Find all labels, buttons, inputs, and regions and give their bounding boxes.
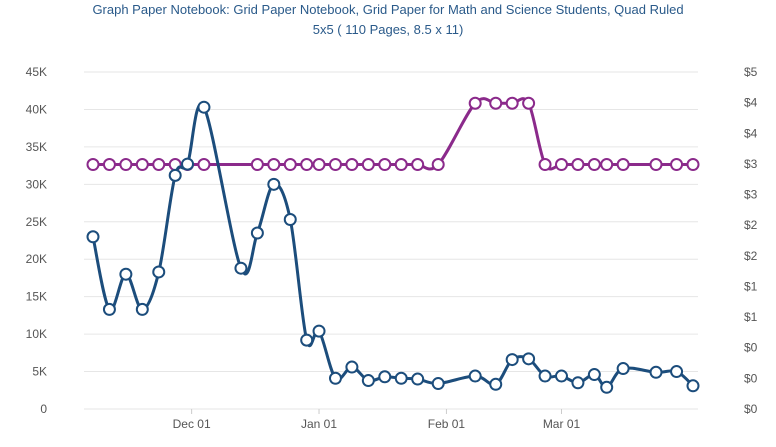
rank-point <box>670 365 684 379</box>
y-left-tick-label: 5K <box>32 365 47 379</box>
rank-point <box>489 377 503 391</box>
rank-point <box>197 100 211 114</box>
rank-point <box>554 369 568 383</box>
price-point <box>649 158 663 172</box>
rank-point <box>181 157 195 171</box>
y-left-tick-label: 10K <box>26 327 47 341</box>
price-point <box>505 96 519 110</box>
price-point <box>411 158 425 172</box>
rank-point <box>538 369 552 383</box>
price-point <box>328 158 342 172</box>
y-left-tick-label: 45K <box>26 65 47 79</box>
x-tick-label: Dec 01 <box>173 417 211 431</box>
y-right-tick-label: $4 <box>744 96 758 110</box>
rank-point <box>522 352 536 366</box>
price-point <box>431 158 445 172</box>
y-right-tick-label: $0 <box>744 341 758 355</box>
rank-point <box>411 372 425 386</box>
y-right-tick-label: $2 <box>744 218 758 232</box>
rank-point <box>600 380 614 394</box>
price-point <box>554 158 568 172</box>
rank-point <box>686 379 700 393</box>
x-tick-label: Mar 01 <box>543 417 581 431</box>
y-left-tick-label: 15K <box>26 290 47 304</box>
price-point <box>670 158 684 172</box>
price-point <box>616 158 630 172</box>
price-point <box>250 158 264 172</box>
y-left-tick-label: 30K <box>26 177 47 191</box>
price-point <box>468 96 482 110</box>
price-point <box>312 158 326 172</box>
y-left-tick-label: 40K <box>26 102 47 116</box>
price-point <box>152 158 166 172</box>
price-point <box>394 158 408 172</box>
rank-point <box>378 370 392 384</box>
y-right-tick-label: $1 <box>744 279 758 293</box>
rank-point <box>250 226 264 240</box>
price-point <box>686 158 700 172</box>
y-right-tick-label: $1 <box>744 310 758 324</box>
price-point <box>300 158 314 172</box>
y-left-tick-label: 20K <box>26 252 47 266</box>
rank-point <box>312 324 326 338</box>
rank-point <box>394 371 408 385</box>
y-left-tick-label: 0 <box>40 402 47 416</box>
price-point <box>538 158 552 172</box>
y-left-tick-label: 25K <box>26 215 47 229</box>
rank-point <box>267 177 281 191</box>
chart-title-line-2: 5x5 ( 110 Pages, 8.5 x 11) <box>312 22 464 37</box>
rank-point <box>649 365 663 379</box>
rank-point <box>234 261 248 275</box>
y-right-tick-label: $5 <box>744 65 758 79</box>
price-point <box>86 158 100 172</box>
rank-point <box>361 374 375 388</box>
rank-point <box>283 213 297 227</box>
price-point <box>361 158 375 172</box>
rank-point <box>300 333 314 347</box>
chart-title-line-1: Graph Paper Notebook: Grid Paper Noteboo… <box>92 2 684 17</box>
price-point <box>378 158 392 172</box>
price-point <box>571 158 585 172</box>
rank-point <box>168 168 182 182</box>
chart-title: Graph Paper Notebook: Grid Paper Noteboo… <box>0 0 776 40</box>
price-point <box>283 158 297 172</box>
y-left-tick-label: 35K <box>26 140 47 154</box>
price-point <box>522 96 536 110</box>
rank-point <box>86 230 100 244</box>
x-tick-label: Jan 01 <box>301 417 337 431</box>
rank-point <box>468 369 482 383</box>
rank-point <box>345 360 359 374</box>
rank-point <box>152 265 166 279</box>
y-right-tick-label: $3 <box>744 188 758 202</box>
rank-point <box>505 353 519 367</box>
price-point <box>345 158 359 172</box>
rank-point <box>571 376 585 390</box>
rank-point <box>616 362 630 376</box>
rank-point <box>587 368 601 382</box>
price-point <box>197 158 211 172</box>
y-right-tick-label: $0 <box>744 371 758 385</box>
price-point <box>489 96 503 110</box>
price-point <box>600 158 614 172</box>
price-point <box>119 158 133 172</box>
rank-point <box>102 302 116 316</box>
y-right-tick-label: $2 <box>744 249 758 263</box>
rank-point <box>328 371 342 385</box>
price-point <box>135 158 149 172</box>
y-right-tick-label: $3 <box>744 157 758 171</box>
rank-point <box>135 302 149 316</box>
rank-point <box>431 377 445 391</box>
x-tick-label: Feb 01 <box>428 417 466 431</box>
price-point <box>102 158 116 172</box>
y-right-tick-label: $4 <box>744 126 758 140</box>
y-right-tick-label: $0 <box>744 402 758 416</box>
rank-point <box>119 267 133 281</box>
price-point <box>267 158 281 172</box>
price-point <box>587 158 601 172</box>
